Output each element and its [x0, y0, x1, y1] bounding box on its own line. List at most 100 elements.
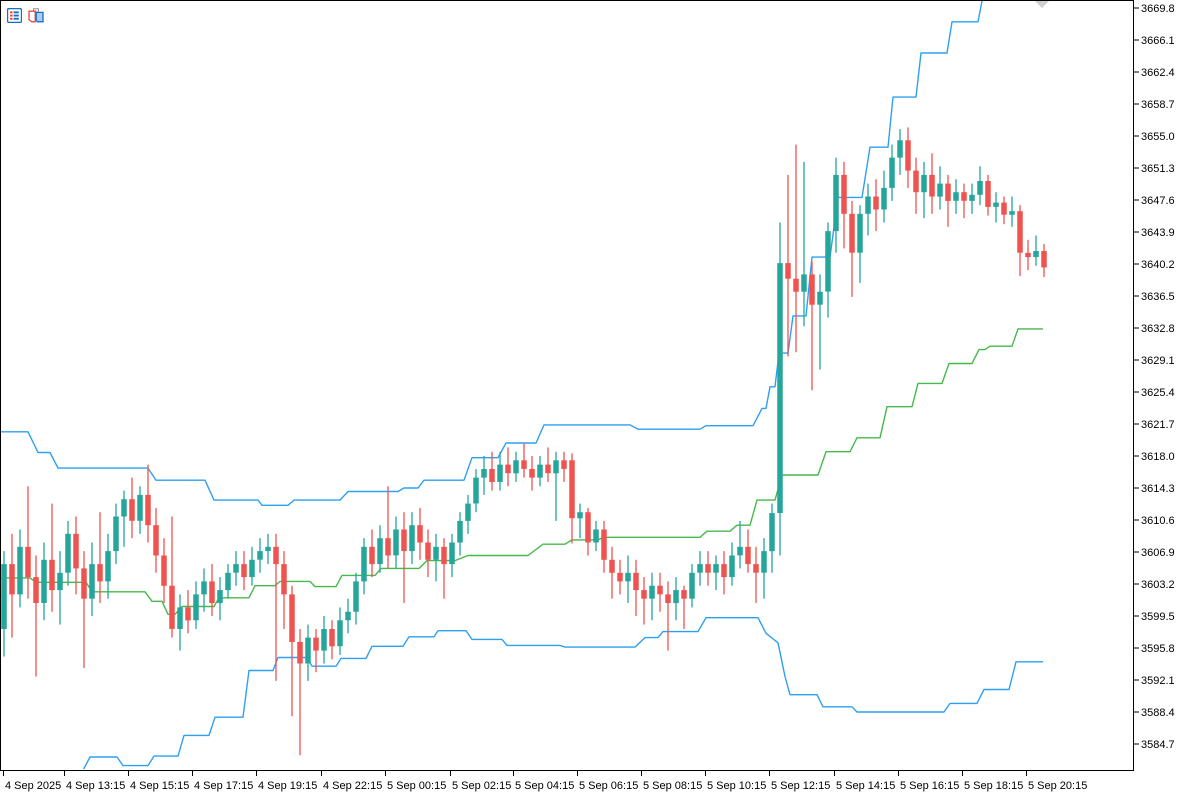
candle-body [769, 513, 775, 552]
candle [97, 512, 103, 603]
candle-body [369, 546, 375, 565]
candle-body [73, 533, 79, 569]
candle [625, 555, 631, 603]
candle [585, 507, 591, 556]
candle-body [641, 590, 647, 599]
candle [761, 538, 767, 599]
candle-body [953, 192, 959, 201]
candle [857, 205, 863, 283]
candle-body [433, 546, 439, 560]
candle-body [321, 629, 327, 651]
candle-body [657, 585, 663, 595]
candle [193, 581, 199, 629]
indicator-lines-layer [1, 1, 1043, 769]
candle-body [969, 194, 975, 201]
candle-body [1025, 252, 1031, 258]
candle-body [513, 460, 519, 474]
candle [657, 572, 663, 612]
documents-panel-button[interactable] [28, 8, 44, 23]
time-axis-label: 5 Sep 06:15 [579, 780, 638, 792]
candle-body [353, 581, 359, 612]
candle [369, 529, 375, 578]
candle-body [1017, 211, 1023, 253]
candle [953, 179, 959, 214]
candle [1041, 244, 1047, 277]
time-axis-label: 5 Sep 12:15 [771, 780, 830, 792]
candle-body [585, 512, 591, 543]
candle [665, 581, 671, 651]
candle-body [385, 538, 391, 556]
candle [441, 538, 447, 599]
candle [17, 529, 23, 608]
candle [849, 200, 855, 297]
price-axis-label: 3651.3 [1141, 163, 1175, 175]
candle-body [921, 174, 927, 193]
candle [281, 551, 287, 629]
candle [649, 572, 655, 621]
candle-body [961, 192, 967, 201]
candle-body [473, 477, 479, 504]
candle-body [489, 469, 495, 482]
candle [73, 516, 79, 595]
candle-body [449, 542, 455, 565]
candle [521, 443, 527, 478]
candle [497, 451, 503, 491]
candle-body [809, 274, 815, 305]
price-axis[interactable]: 3669.8 3666.1 3662.4 3658.7 3655.0 3651.3 3647… [1133, 3, 1175, 751]
candle [897, 129, 903, 175]
price-axis-label: 3599.5 [1141, 611, 1175, 623]
plot-border [0, 0, 1134, 771]
candle [265, 533, 271, 565]
candle-body [633, 572, 639, 591]
candle [929, 153, 935, 214]
candle-body [737, 546, 743, 556]
indicator-list-button[interactable] [6, 7, 23, 24]
candle-body [721, 564, 727, 578]
candle-body [329, 629, 335, 647]
candle [977, 166, 983, 206]
candle-body [361, 546, 367, 582]
candle [601, 520, 607, 573]
candle-body [889, 157, 895, 188]
candle-body [1041, 251, 1047, 268]
candle-body [257, 551, 263, 560]
candle-body [881, 187, 887, 210]
time-axis-label: 4 Sep 19:15 [258, 780, 317, 792]
candle [713, 555, 719, 591]
candle-body [617, 572, 623, 582]
candle [121, 490, 127, 547]
candle-body [929, 174, 935, 197]
time-axis-label: 5 Sep 16:15 [900, 780, 959, 792]
documents-panel-icon [28, 8, 44, 23]
candle-body [313, 637, 319, 651]
price-axis-label: 3643.9 [1141, 227, 1175, 239]
candle [833, 157, 839, 253]
candle-body [145, 494, 151, 526]
candle [1, 551, 7, 657]
candle [769, 503, 775, 573]
price-axis-label: 3655.0 [1141, 131, 1175, 143]
lower-band-line [82, 617, 1043, 769]
candle-body [625, 572, 631, 582]
candle-body [905, 140, 911, 171]
candle [9, 533, 15, 638]
candle-body [193, 594, 199, 621]
candle-body [937, 183, 943, 197]
candle-body [569, 460, 575, 519]
candle-body [41, 559, 47, 603]
time-axis[interactable]: 4 Sep 2025 4 Sep 13:15 4 Sep 15:15 4 Sep 17… [3, 771, 1088, 792]
price-axis-label: 3603.2 [1141, 579, 1175, 591]
candle [481, 456, 487, 495]
candle-body [505, 464, 511, 474]
candle-body [121, 499, 127, 517]
candle-body [673, 590, 679, 604]
candle [633, 559, 639, 616]
candle [505, 447, 511, 487]
candle-body [249, 559, 255, 578]
candle-body [169, 585, 175, 629]
price-axis-label: 3632.8 [1141, 323, 1175, 335]
time-axis-label: 4 Sep 22:15 [323, 780, 382, 792]
candle [449, 533, 455, 578]
